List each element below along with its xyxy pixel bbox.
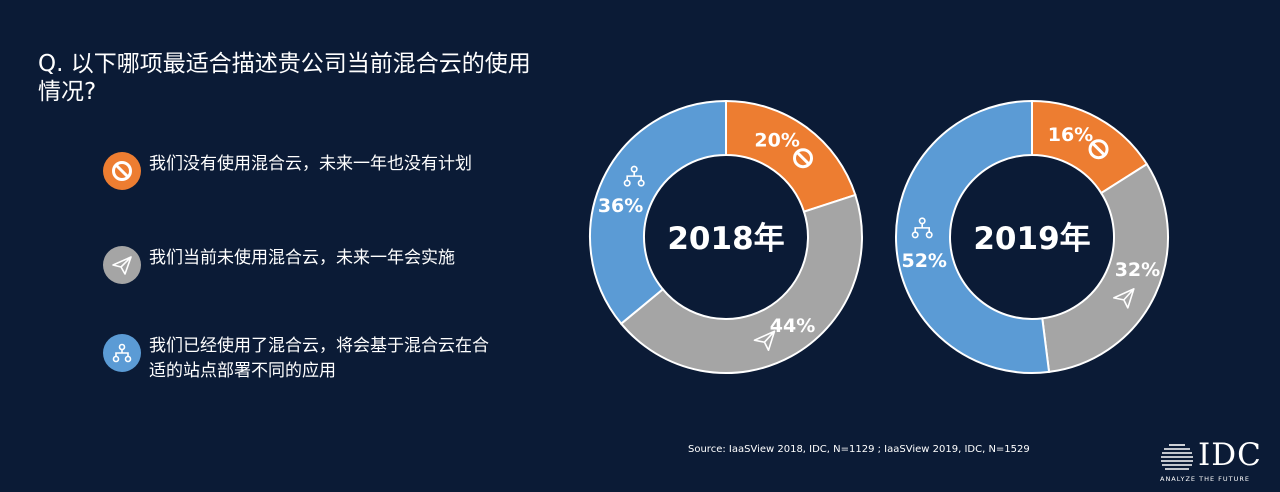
no-entry-icon xyxy=(103,152,141,190)
paper-plane-icon xyxy=(103,246,141,284)
slice-value-label: 32% xyxy=(1115,259,1160,281)
idc-logo: IDC ANALYZE THE FUTURE xyxy=(1160,437,1262,486)
paper-plane-icon xyxy=(753,330,776,352)
legend-label: 我们当前未使用混合云，未来一年会实施 xyxy=(149,248,455,268)
hierarchy-icon xyxy=(103,334,141,372)
paper-plane-icon xyxy=(1113,288,1135,309)
slice-value-label: 44% xyxy=(770,315,815,337)
question-title: Q. 以下哪项最适合描述贵公司当前混合云的使用情况? xyxy=(38,51,531,105)
slice-value-label: 20% xyxy=(754,129,799,151)
legend-label: 我们没有使用混合云，未来一年也没有计划 xyxy=(149,154,472,174)
globe-icon xyxy=(1161,444,1193,470)
legend-item-will-implement: 我们当前未使用混合云，未来一年会实施 xyxy=(103,242,523,302)
slice-value-label: 36% xyxy=(598,195,643,217)
slice-value-label: 52% xyxy=(901,250,946,272)
slice-already-using xyxy=(589,99,727,326)
no-entry-icon xyxy=(1088,139,1109,160)
legend-label: 我们已经使用了混合云，将会基于混合云在合适的站点部署不同的应用 xyxy=(149,336,489,381)
slice-value-label: 16% xyxy=(1048,124,1093,146)
legend-item-already-using: 我们已经使用了混合云，将会基于混合云在合适的站点部署不同的应用 xyxy=(103,330,523,390)
donut-center-label: 2019年 xyxy=(973,221,1090,257)
slice-will-implement xyxy=(1041,162,1169,374)
no-entry-icon xyxy=(793,148,814,169)
legend-item-no-plan: 我们没有使用混合云，未来一年也没有计划 xyxy=(103,148,523,208)
donut-chart-0: 20% 44% 36% 2018年 xyxy=(589,99,863,374)
donut-center-label: 2018年 xyxy=(667,221,784,257)
logo-tagline: ANALYZE THE FUTURE xyxy=(1160,475,1250,483)
source-note: Source: IaaSView 2018, IDC, N=1129 ; Iaa… xyxy=(688,444,1030,455)
donut-chart-1: 16% 32% 52% 2019年 xyxy=(895,99,1169,374)
slice-already-using xyxy=(895,99,1051,374)
slice-will-implement xyxy=(619,193,863,374)
logo-text: IDC xyxy=(1198,437,1262,473)
slice-no-plan xyxy=(725,99,857,213)
hierarchy-icon xyxy=(911,217,933,239)
hierarchy-icon xyxy=(623,165,645,187)
